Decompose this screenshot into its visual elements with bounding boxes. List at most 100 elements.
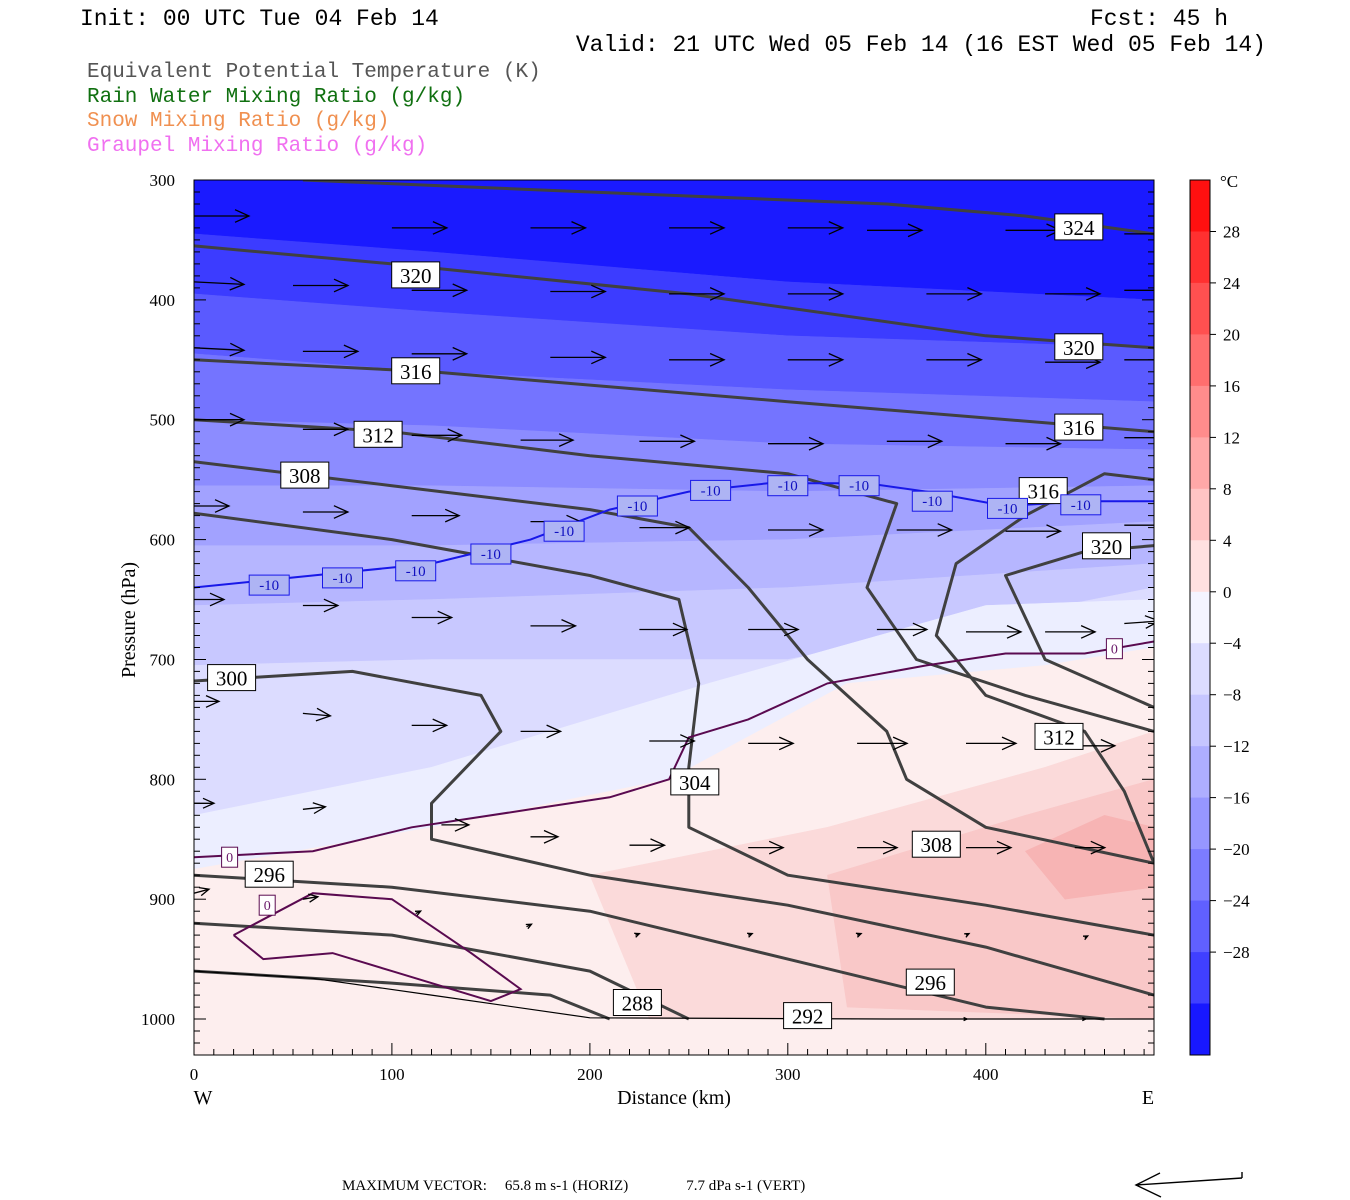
vector-head	[747, 932, 754, 938]
x-axis-label: Distance (km)	[617, 1087, 731, 1109]
x-axis: 0 100 200 300 400	[190, 1043, 1145, 1084]
vector-head	[333, 278, 350, 293]
y-axis: 300 400 500 600 700 800 900 1000	[141, 171, 1154, 1056]
isotherm-label: -10	[1060, 494, 1102, 516]
wind-vector	[748, 736, 795, 751]
vector-head	[709, 352, 726, 367]
wind-vector	[1124, 615, 1154, 629]
wind-vector	[787, 221, 845, 235]
wind-vector	[391, 221, 449, 235]
x-tick-label: 0	[190, 1065, 199, 1084]
zero-label-box	[221, 846, 239, 868]
vector-head	[1165, 228, 1179, 241]
isotherm-label-box	[911, 490, 953, 512]
theta-e-label: 296	[905, 968, 955, 996]
wind-vector	[1082, 935, 1090, 941]
theta-e-label-text: 292	[792, 1005, 824, 1029]
vector-head	[591, 284, 607, 299]
reference-vector-arrow	[1134, 1172, 1243, 1198]
theta-e-label-text: 312	[362, 423, 394, 447]
vector-head	[333, 505, 350, 519]
vector-head	[927, 434, 944, 449]
vector-head	[312, 802, 327, 815]
theta-e-contour	[194, 418, 1154, 733]
vector-head	[525, 923, 533, 930]
wind-vector	[302, 893, 320, 903]
colorbar-swatch	[1190, 694, 1210, 747]
zero-label-text: 0	[226, 851, 233, 866]
wind-vector	[748, 840, 785, 855]
isotherm-label: -10	[322, 567, 363, 589]
wind-vector	[966, 736, 1018, 751]
wind-vector	[963, 1016, 969, 1022]
y-tick-label: 500	[150, 411, 176, 430]
wind-vector	[1124, 524, 1154, 526]
wind-vector	[411, 283, 469, 298]
theta-e-label-text: 308	[921, 833, 953, 857]
isotherm-label: -10	[987, 497, 1028, 519]
wind-vector	[857, 736, 909, 751]
wind-vector	[876, 622, 929, 637]
vector-head	[1006, 625, 1023, 639]
wind-vector	[669, 352, 726, 367]
vector-head	[546, 724, 563, 739]
vector-head	[1082, 935, 1090, 941]
vector-head	[1090, 840, 1107, 855]
theta-e-label: 308	[280, 461, 330, 489]
wind-vector	[966, 625, 1023, 639]
colorbar-tick-label: −16	[1223, 789, 1250, 808]
y-tick-label: 700	[150, 651, 176, 670]
max-vector-label: MAXIMUM VECTOR: 65.8 m s-1 (HORIZ) 7.7 dPa…	[342, 1178, 805, 1194]
wind-vector	[639, 434, 696, 449]
colorbar-unit: °C	[1220, 172, 1238, 191]
plot-area	[194, 180, 1179, 1055]
colorbar-tick-label: −20	[1223, 840, 1250, 859]
isotherm-label-text: -10	[627, 499, 647, 515]
wind-vector	[411, 428, 464, 443]
vector-head	[964, 932, 971, 938]
legend-graupel: Graupel Mixing Ratio (g/kg)	[87, 135, 427, 158]
theta-e-contour	[194, 669, 1154, 997]
theta-e-label-box	[670, 768, 720, 796]
isotherm-label: -10	[690, 479, 732, 501]
theta-e-label-text: 296	[253, 863, 285, 887]
vector-head	[452, 283, 469, 298]
theta-e-label: 324	[1054, 213, 1104, 241]
colorbar-swatch	[1190, 849, 1210, 902]
theta-e-label-box	[391, 261, 441, 289]
wind-vector	[414, 910, 423, 916]
isotherm-label-text: -10	[922, 494, 942, 510]
wind-vector	[302, 505, 350, 519]
vector-head	[828, 221, 845, 235]
wind-vector	[530, 221, 588, 235]
colorbar-tick-label: −8	[1223, 686, 1241, 705]
vector-head	[543, 829, 560, 844]
vector-head	[675, 520, 691, 535]
colorbar-tick-label: 20	[1223, 325, 1240, 344]
isotherm-label-box	[248, 574, 290, 596]
surface-line	[194, 970, 1154, 1020]
vector-head	[828, 352, 845, 367]
wind-vector	[194, 695, 221, 708]
vector-head	[680, 434, 696, 449]
wind-vector	[926, 352, 983, 367]
wind-vector	[1005, 524, 1063, 539]
wind-vector	[302, 344, 360, 359]
vector-head	[1165, 431, 1179, 444]
theta-e-label: 300	[207, 664, 257, 692]
init-time: Init: 00 UTC Tue 04 Feb 14	[80, 6, 439, 32]
isotherm-label-text: -10	[333, 571, 353, 587]
valid-time: Valid: 21 UTC Wed 05 Feb 14 (16 EST Wed …	[576, 32, 1266, 58]
isotherm-label-box	[543, 520, 585, 542]
vector-head	[308, 893, 320, 903]
isotherm-label-text: -10	[259, 578, 279, 594]
vector-head	[414, 910, 423, 916]
zero-isotherm-label: 0	[221, 846, 239, 868]
wind-vector	[441, 818, 471, 832]
vector-head	[1046, 436, 1063, 451]
wind-vector	[194, 276, 246, 291]
vector-head	[808, 523, 825, 537]
wind-vector	[669, 221, 726, 235]
